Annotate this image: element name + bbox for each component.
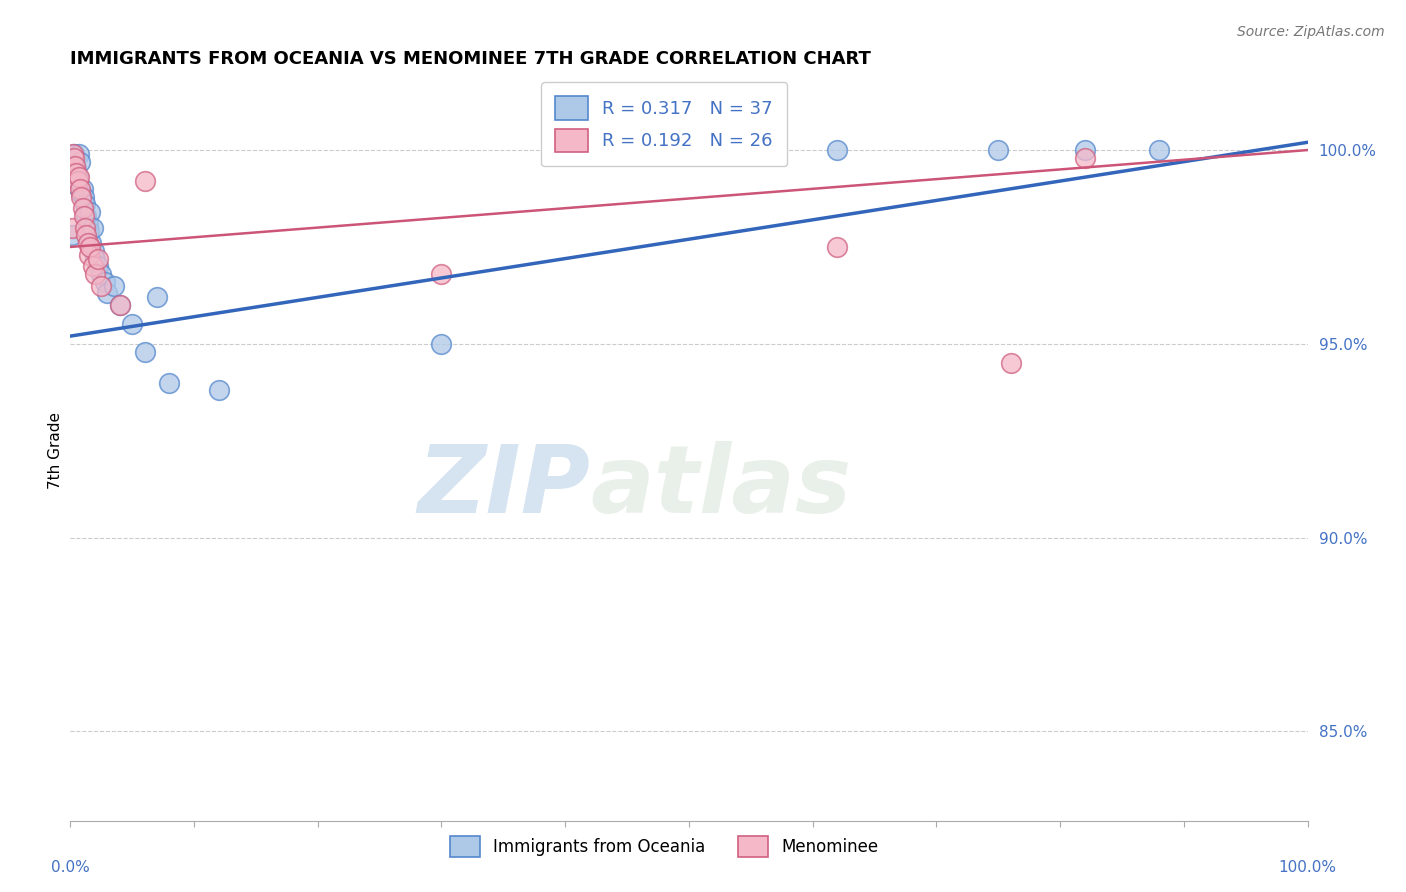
Text: IMMIGRANTS FROM OCEANIA VS MENOMINEE 7TH GRADE CORRELATION CHART: IMMIGRANTS FROM OCEANIA VS MENOMINEE 7TH… xyxy=(70,50,872,68)
Point xyxy=(90,267,112,281)
Point xyxy=(75,209,97,223)
Point xyxy=(86,260,108,274)
Point xyxy=(69,154,91,169)
Point xyxy=(65,159,87,173)
Point xyxy=(134,344,156,359)
Point xyxy=(65,166,87,180)
Point xyxy=(63,151,86,165)
Point xyxy=(73,189,96,203)
Point xyxy=(157,376,180,390)
Text: atlas: atlas xyxy=(591,442,851,533)
Point xyxy=(62,147,84,161)
Point xyxy=(80,236,103,251)
Point xyxy=(84,252,107,266)
Point xyxy=(77,224,100,238)
Point xyxy=(84,267,107,281)
Point xyxy=(1147,143,1170,157)
Point xyxy=(82,260,104,274)
Point xyxy=(987,143,1010,157)
Point xyxy=(1074,151,1097,165)
Point xyxy=(75,228,97,243)
Text: 100.0%: 100.0% xyxy=(1278,860,1337,874)
Point xyxy=(60,220,83,235)
Point xyxy=(66,174,89,188)
Point xyxy=(65,151,87,165)
Point xyxy=(108,298,131,312)
Point xyxy=(827,143,849,157)
Point xyxy=(65,162,87,177)
Point xyxy=(108,298,131,312)
Point xyxy=(67,170,90,185)
Point xyxy=(75,220,97,235)
Point xyxy=(208,384,231,398)
Point xyxy=(60,228,83,243)
Point xyxy=(96,286,118,301)
Point xyxy=(121,318,143,332)
Point xyxy=(70,186,93,200)
Text: 0.0%: 0.0% xyxy=(51,860,90,874)
Point xyxy=(72,201,94,215)
Point xyxy=(65,178,87,192)
Point xyxy=(70,189,93,203)
Point xyxy=(827,240,849,254)
Point xyxy=(76,217,98,231)
Point xyxy=(103,278,125,293)
Point xyxy=(79,205,101,219)
Point xyxy=(76,236,98,251)
Point xyxy=(62,159,84,173)
Point xyxy=(430,267,453,281)
Text: Source: ZipAtlas.com: Source: ZipAtlas.com xyxy=(1237,25,1385,39)
Point xyxy=(75,197,97,211)
Point xyxy=(66,170,89,185)
Point xyxy=(83,244,105,258)
Point xyxy=(72,182,94,196)
Point xyxy=(86,252,108,266)
Legend: Immigrants from Oceania, Menominee: Immigrants from Oceania, Menominee xyxy=(443,830,886,864)
Y-axis label: 7th Grade: 7th Grade xyxy=(48,412,63,489)
Point xyxy=(1074,143,1097,157)
Point xyxy=(79,240,101,254)
Text: ZIP: ZIP xyxy=(418,442,591,533)
Point xyxy=(67,147,90,161)
Point xyxy=(94,275,117,289)
Point xyxy=(430,336,453,351)
Point xyxy=(73,209,96,223)
Point xyxy=(77,248,100,262)
Point xyxy=(63,147,86,161)
Point xyxy=(69,182,91,196)
Point xyxy=(82,220,104,235)
Point xyxy=(1000,356,1022,370)
Point xyxy=(134,174,156,188)
Point xyxy=(146,290,169,304)
Point xyxy=(90,278,112,293)
